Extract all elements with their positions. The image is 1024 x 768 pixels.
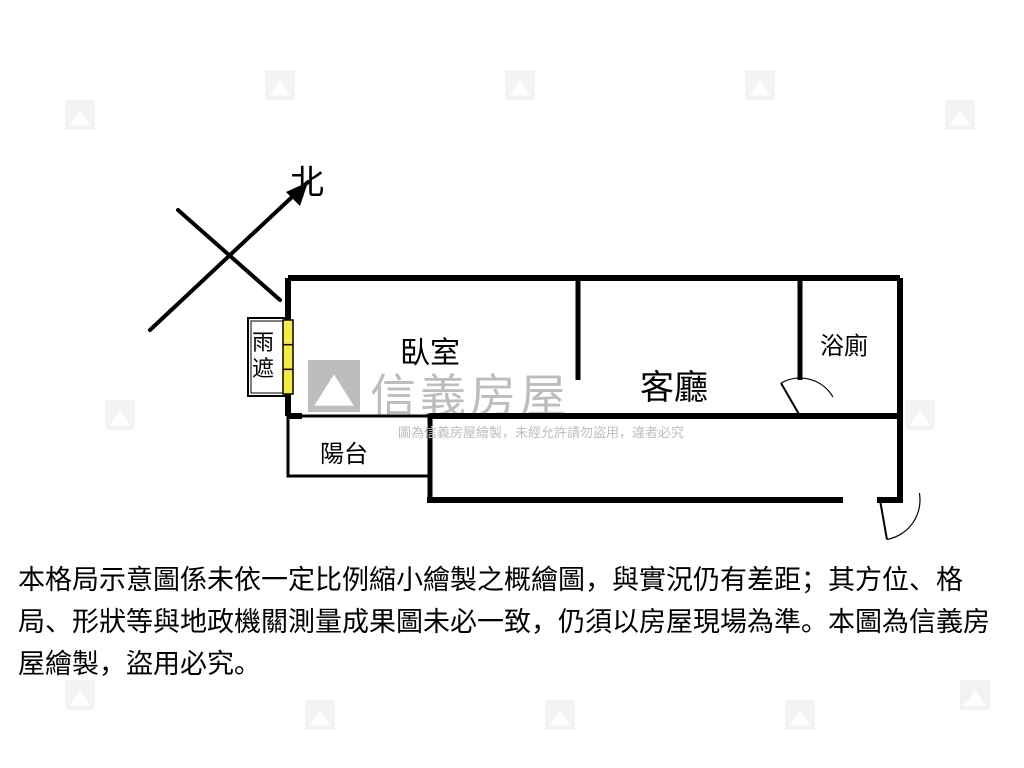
bedroom-label: 臥室 bbox=[400, 328, 460, 372]
bathroom-label: 浴廁 bbox=[820, 326, 868, 361]
disclaimer-text: 本格局示意圖係未依一定比例縮小繪製之概繪圖，與實況仍有差距；其方位、格局、形狀等… bbox=[18, 560, 1006, 686]
rain-shield-label: 雨遮 bbox=[252, 330, 274, 382]
brand-watermark-subtext: 圖為信義房屋繪製，未經允許請勿盜用，違者必究 bbox=[398, 422, 684, 441]
living-room-label: 客廳 bbox=[640, 360, 708, 409]
balcony-label: 陽台 bbox=[320, 434, 368, 469]
floorplan-canvas: 北 信義房屋 臥室 客廳 浴廁 陽台 雨遮 圖為信義房屋繪製，未經允許請勿盜用，… bbox=[0, 0, 1024, 768]
